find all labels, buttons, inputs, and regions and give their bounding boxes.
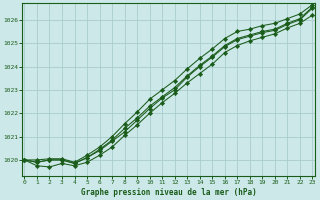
X-axis label: Graphe pression niveau de la mer (hPa): Graphe pression niveau de la mer (hPa) [81, 188, 256, 197]
